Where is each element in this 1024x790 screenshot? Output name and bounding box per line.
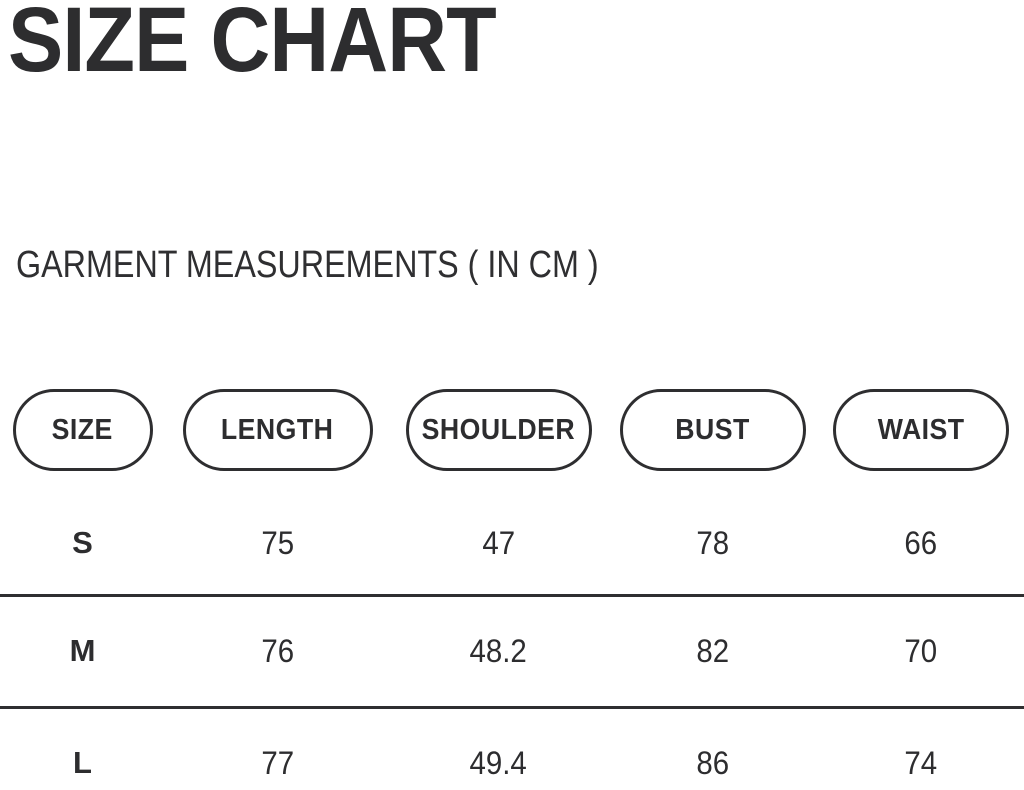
table-row-m: M 76 48.2 82 70	[0, 632, 1024, 670]
cell-bust: 78	[696, 525, 729, 561]
header-label-bust: BUST	[675, 413, 750, 446]
cell-length: 76	[261, 633, 294, 669]
page-subtitle: GARMENT MEASUREMENTS ( IN CM )	[16, 244, 599, 286]
header-pill-length: LENGTH	[182, 389, 373, 471]
cell-length: 77	[261, 745, 294, 781]
header-cell-size: SIZE	[0, 388, 165, 472]
cell-size: M	[69, 633, 96, 668]
cell-waist: 66	[904, 525, 938, 561]
cell-length: 75	[261, 525, 294, 561]
cell-size: L	[73, 745, 92, 780]
header-cell-length: LENGTH	[165, 388, 390, 472]
page-title: SIZE CHART	[8, 0, 497, 91]
cell-waist: 70	[904, 633, 938, 669]
header-pill-size: SIZE	[12, 389, 153, 471]
header-pill-bust: BUST	[619, 389, 806, 471]
header-cell-shoulder: SHOULDER	[390, 388, 607, 472]
cell-bust: 82	[696, 633, 729, 669]
table-row-s: S 75 47 78 66	[0, 524, 1024, 562]
cell-size: S	[72, 525, 93, 560]
row-divider	[0, 594, 1024, 597]
header-pill-shoulder: SHOULDER	[405, 389, 592, 471]
cell-shoulder: 49.4	[469, 745, 528, 781]
cell-shoulder: 47	[482, 525, 515, 561]
header-label-waist: WAIST	[877, 413, 965, 446]
table-header-row: SIZE LENGTH SHOULDER BUST WAIST	[0, 388, 1024, 472]
header-cell-waist: WAIST	[818, 388, 1024, 472]
header-label-shoulder: SHOULDER	[421, 413, 576, 446]
header-label-size: SIZE	[51, 413, 114, 446]
cell-shoulder: 48.2	[469, 633, 528, 669]
header-pill-waist: WAIST	[833, 389, 1009, 471]
cell-bust: 86	[696, 745, 729, 781]
cell-waist: 74	[904, 745, 938, 781]
table-row-l: L 77 49.4 86 74	[0, 744, 1024, 782]
header-label-length: LENGTH	[221, 413, 334, 446]
header-cell-bust: BUST	[607, 388, 818, 472]
row-divider	[0, 706, 1024, 709]
